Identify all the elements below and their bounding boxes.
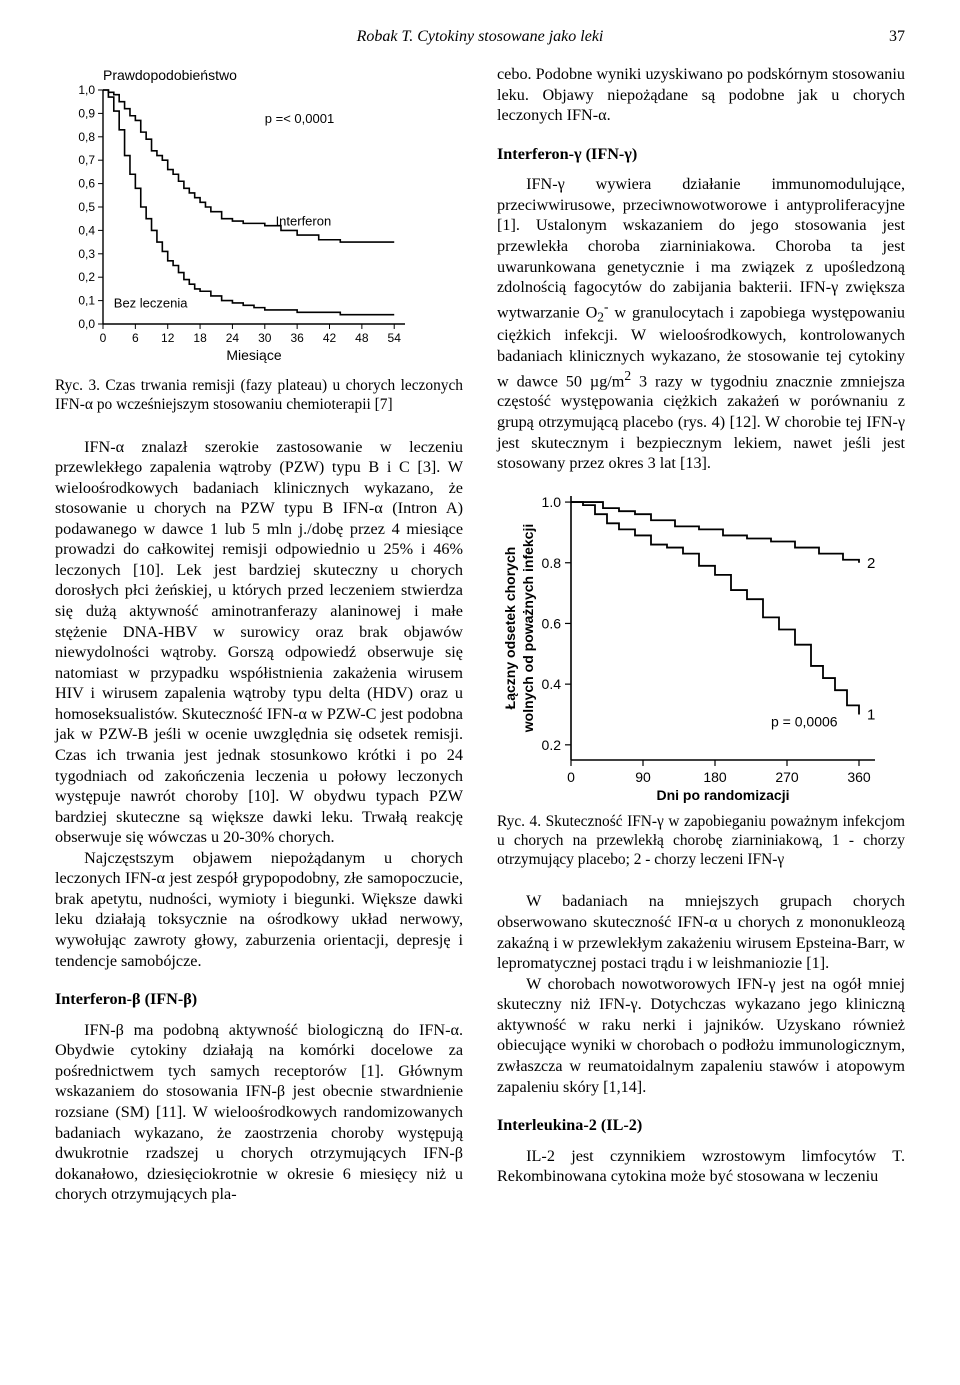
svg-text:0,9: 0,9 [78,106,95,120]
figure-4: 0.2 0.4 0.6 0.8 1.0 0 90 180 270 360 Dni po random… [497,486,905,870]
svg-text:Prawdopodobieństwo: Prawdopodobieństwo [103,67,237,83]
svg-text:Dni po randomizacji: Dni po randomizacji [656,787,789,803]
svg-text:30: 30 [258,331,272,345]
heading-ifn-beta: Interferon-β (IFN-β) [55,989,463,1010]
col2-para2: IFN-γ wywiera działanie immunomodulujące… [497,174,905,473]
svg-text:0,2: 0,2 [78,270,95,284]
svg-text:2: 2 [867,554,875,571]
svg-text:p =< 0,0001: p =< 0,0001 [265,111,334,126]
svg-text:p = 0,0006: p = 0,0006 [771,713,838,729]
figure-4-caption-lead: Ryc. 4. [497,813,541,830]
svg-text:0.2: 0.2 [542,737,562,753]
svg-text:0,4: 0,4 [78,223,95,237]
svg-text:wolnych od poważnych infekcji: wolnych od poważnych infekcji [520,523,536,732]
svg-text:Bez leczenia: Bez leczenia [114,296,188,311]
svg-text:18: 18 [193,331,207,345]
svg-text:36: 36 [290,331,304,345]
col2-para3: W badaniach na mniejszych grupach choryc… [497,891,905,973]
svg-text:0.4: 0.4 [542,676,562,692]
figure-3: Prawdopodobieństwo 0,0 0,1 0,2 0,3 0,4 0,5 0,6 0… [55,64,463,415]
col1-para1: IFN-α znalazł szerokie zastosowanie w le… [55,437,463,848]
svg-text:0: 0 [567,769,575,785]
col1-para2: Najczęstszym objawem niepożądanym u chor… [55,848,463,971]
svg-text:24: 24 [226,331,240,345]
svg-text:48: 48 [355,331,369,345]
svg-text:180: 180 [703,769,727,785]
heading-ifn-gamma: Interferon-γ (IFN-γ) [497,144,905,165]
svg-text:1: 1 [867,706,875,723]
svg-text:0.6: 0.6 [542,615,562,631]
svg-text:1.0: 1.0 [542,494,562,510]
svg-text:0,5: 0,5 [78,200,95,214]
svg-text:0,3: 0,3 [78,247,95,261]
svg-text:0,7: 0,7 [78,153,95,167]
svg-text:42: 42 [323,331,337,345]
svg-text:360: 360 [847,769,871,785]
svg-text:0,0: 0,0 [78,317,95,331]
figure-3-caption: Ryc. 3. Czas trwania remisji (fazy plate… [55,376,463,415]
figure-4-caption: Ryc. 4. Skuteczność IFN-γ w zapobieganiu… [497,812,905,870]
col2-para4: W chorobach nowotworowych IFN-γ jest na … [497,974,905,1097]
svg-text:0,6: 0,6 [78,177,95,191]
svg-text:54: 54 [388,331,402,345]
svg-text:270: 270 [775,769,799,785]
figure-3-caption-lead: Ryc. 3. [55,377,100,394]
svg-text:Interferon: Interferon [276,214,332,229]
svg-text:Łączny odsetek chorych: Łączny odsetek chorych [502,546,518,709]
page-number: 37 [889,28,905,46]
svg-text:90: 90 [635,769,651,785]
svg-text:1,0: 1,0 [78,83,95,97]
running-head-text: Robak T. Cytokiny stosowane jako leki [357,28,604,45]
figure-3-chart: Prawdopodobieństwo 0,0 0,1 0,2 0,3 0,4 0,5 0,6 0… [55,64,415,364]
col2-para5: IL-2 jest czynnikiem wzrostowym limfocyt… [497,1146,905,1187]
heading-il2: Interleukina-2 (IL-2) [497,1115,905,1136]
figure-4-caption-text: Skuteczność IFN-γ w zapobieganiu poważny… [497,813,905,869]
col1-para3: IFN-β ma podobną aktywność biologiczną d… [55,1020,463,1205]
svg-text:0,8: 0,8 [78,130,95,144]
figure-3-caption-text: Czas trwania remisji (fazy plateau) u ch… [55,377,463,413]
svg-text:Miesiące: Miesiące [226,347,281,363]
svg-text:12: 12 [161,331,175,345]
svg-text:6: 6 [132,331,139,345]
svg-text:0: 0 [100,331,107,345]
col2-para1: cebo. Podobne wyniki uzyskiwano po podsk… [497,64,905,126]
svg-text:0.8: 0.8 [542,554,562,570]
running-head: Robak T. Cytokiny stosowane jako leki 37 [55,28,905,46]
svg-text:0,1: 0,1 [78,294,95,308]
figure-4-chart: 0.2 0.4 0.6 0.8 1.0 0 90 180 270 360 Dni po random… [497,486,897,806]
